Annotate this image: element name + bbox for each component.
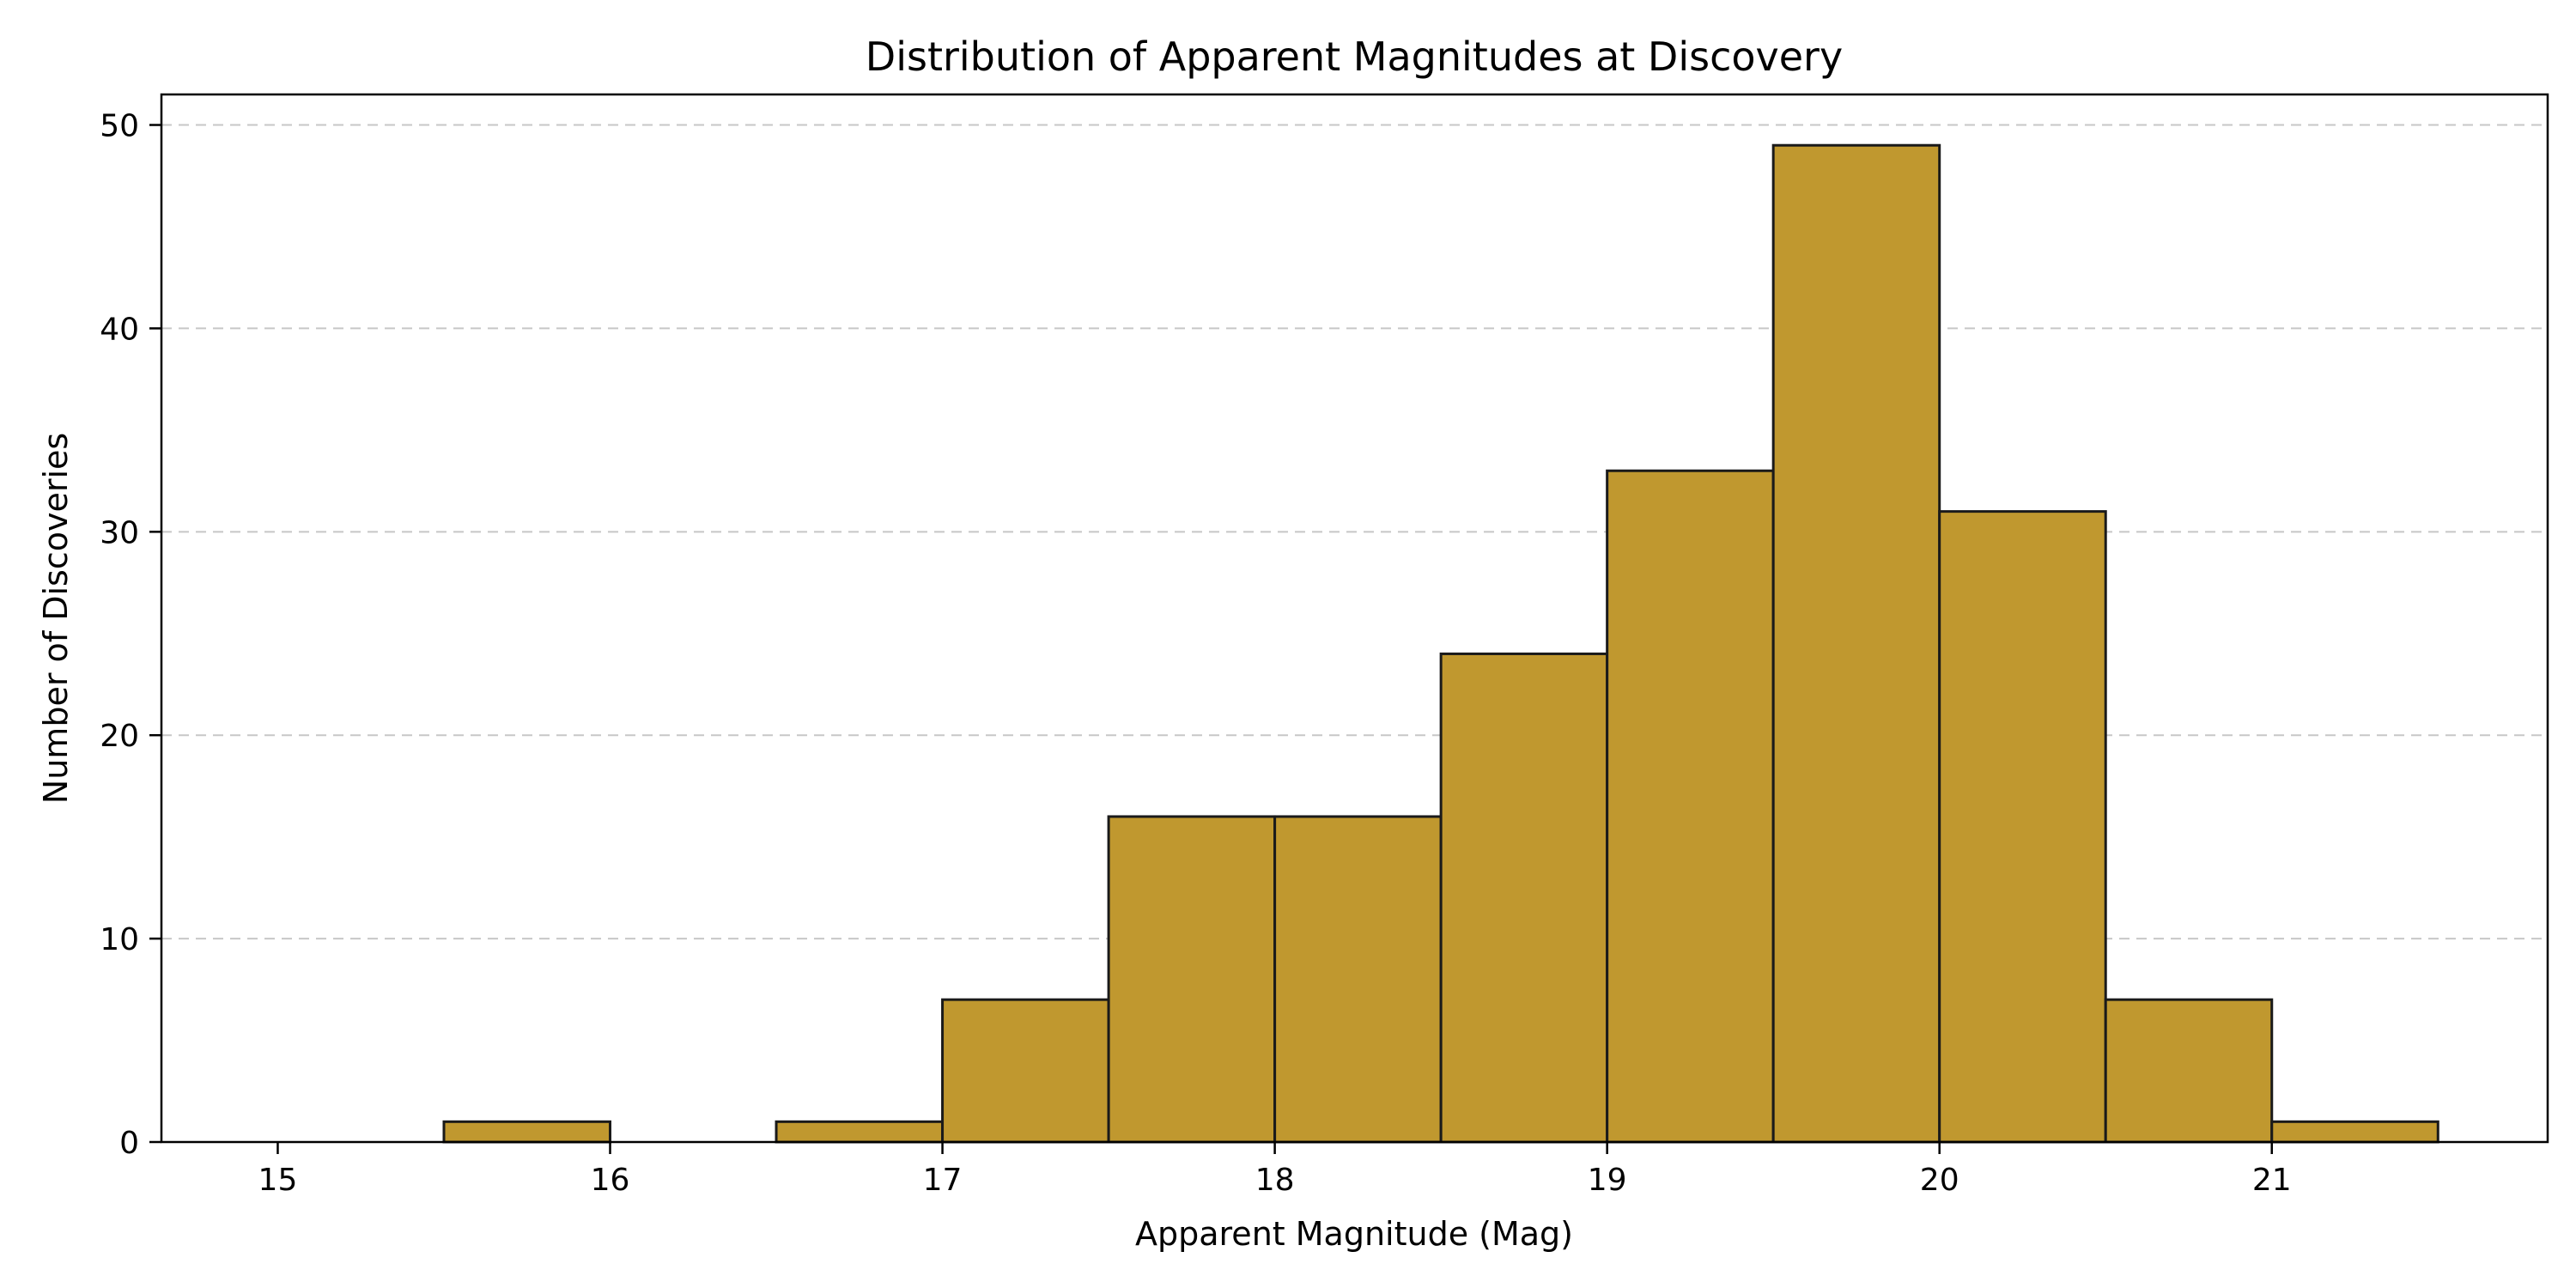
y-tick-label: 30 — [100, 515, 139, 550]
x-tick-label: 17 — [923, 1163, 963, 1198]
histogram-bar — [1771, 143, 1941, 1144]
y-axis-ticks: 0 10 20 30 40 50 — [100, 109, 161, 1161]
histogram-bar — [941, 998, 1110, 1144]
x-axis-ticks: 15 16 17 18 19 20 21 — [258, 1142, 2292, 1198]
y-tick-label: 20 — [100, 719, 139, 754]
y-tick-label: 50 — [100, 109, 139, 144]
histogram-bar — [1273, 815, 1443, 1144]
x-tick-label: 19 — [1588, 1163, 1627, 1198]
histogram-bar — [2270, 1120, 2439, 1144]
x-tick-label: 15 — [258, 1163, 298, 1198]
histogram-bar — [1439, 652, 1609, 1144]
x-tick-label: 20 — [1920, 1163, 1959, 1198]
chart-title: Distribution of Apparent Magnitudes at D… — [866, 33, 1843, 80]
histogram-bar — [442, 1120, 612, 1144]
x-axis-label: Apparent Magnitude (Mag) — [1135, 1215, 1573, 1253]
plot-frame — [160, 93, 2549, 1144]
bars-layer — [442, 143, 2439, 1144]
histogram-bar — [775, 1120, 945, 1144]
y-axis-label: Number of Discoveries — [37, 433, 75, 804]
histogram-bar — [2104, 998, 2274, 1144]
x-tick-label: 21 — [2252, 1163, 2292, 1198]
x-tick-label: 18 — [1255, 1163, 1295, 1198]
y-tick-label: 0 — [119, 1126, 139, 1161]
histogram-bar — [1606, 469, 1775, 1144]
histogram-bar — [1938, 510, 2107, 1144]
y-tick-label: 10 — [100, 922, 139, 957]
y-tick-label: 40 — [100, 312, 139, 347]
histogram-bar — [1107, 815, 1277, 1144]
x-tick-label: 16 — [591, 1163, 630, 1198]
